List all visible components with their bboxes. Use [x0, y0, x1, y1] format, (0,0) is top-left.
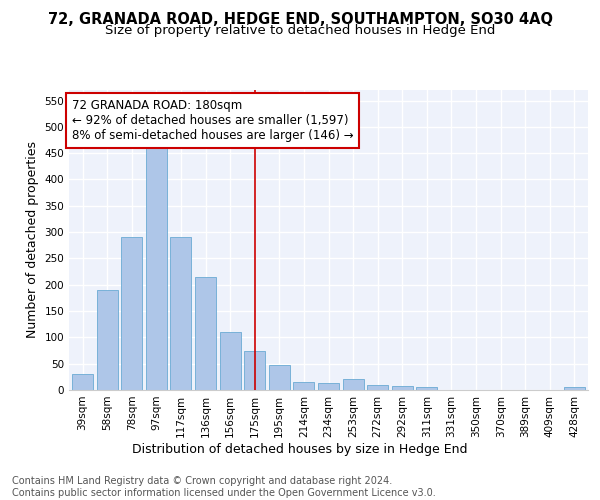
Bar — [293, 382, 314, 390]
Bar — [170, 238, 191, 390]
Bar — [72, 374, 93, 390]
Bar — [564, 388, 585, 390]
Y-axis label: Number of detached properties: Number of detached properties — [26, 142, 39, 338]
Bar — [416, 388, 437, 390]
Bar — [392, 386, 413, 390]
Bar — [97, 290, 118, 390]
Text: 72 GRANADA ROAD: 180sqm
← 92% of detached houses are smaller (1,597)
8% of semi-: 72 GRANADA ROAD: 180sqm ← 92% of detache… — [71, 99, 353, 142]
Bar — [367, 384, 388, 390]
Bar — [146, 148, 167, 390]
Bar — [195, 277, 216, 390]
Bar — [318, 383, 339, 390]
Bar — [244, 350, 265, 390]
Text: Size of property relative to detached houses in Hedge End: Size of property relative to detached ho… — [105, 24, 495, 37]
Bar — [121, 238, 142, 390]
Bar — [220, 332, 241, 390]
Text: Contains HM Land Registry data © Crown copyright and database right 2024.
Contai: Contains HM Land Registry data © Crown c… — [12, 476, 436, 498]
Bar — [343, 380, 364, 390]
Text: 72, GRANADA ROAD, HEDGE END, SOUTHAMPTON, SO30 4AQ: 72, GRANADA ROAD, HEDGE END, SOUTHAMPTON… — [47, 12, 553, 28]
Bar — [269, 366, 290, 390]
Text: Distribution of detached houses by size in Hedge End: Distribution of detached houses by size … — [132, 442, 468, 456]
